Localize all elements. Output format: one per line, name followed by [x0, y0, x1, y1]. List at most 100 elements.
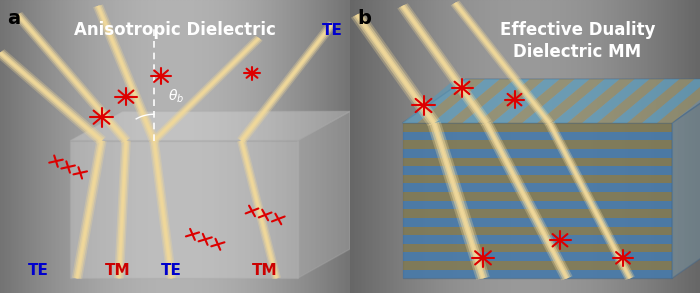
- Bar: [144, 0, 146, 293]
- Bar: [643, 0, 644, 293]
- Bar: [402, 132, 672, 140]
- Bar: [332, 0, 333, 293]
- Bar: [402, 218, 672, 226]
- Polygon shape: [0, 50, 104, 143]
- Bar: [634, 0, 636, 293]
- Polygon shape: [149, 140, 176, 279]
- Bar: [163, 0, 164, 293]
- Bar: [216, 0, 217, 293]
- Bar: [468, 0, 470, 293]
- Bar: [458, 0, 460, 293]
- Polygon shape: [597, 79, 664, 123]
- Bar: [656, 0, 657, 293]
- Bar: [677, 0, 678, 293]
- Bar: [419, 0, 420, 293]
- Bar: [394, 0, 395, 293]
- Bar: [187, 0, 188, 293]
- Bar: [351, 0, 353, 293]
- Bar: [678, 0, 680, 293]
- Bar: [443, 0, 444, 293]
- Bar: [570, 0, 571, 293]
- Bar: [70, 0, 71, 293]
- Bar: [26, 0, 27, 293]
- Bar: [229, 0, 230, 293]
- Bar: [23, 0, 25, 293]
- Bar: [313, 0, 314, 293]
- Bar: [365, 0, 367, 293]
- Bar: [663, 0, 664, 293]
- Bar: [611, 0, 612, 293]
- Bar: [683, 0, 685, 293]
- Bar: [586, 0, 587, 293]
- Bar: [265, 0, 266, 293]
- Bar: [108, 0, 110, 293]
- Bar: [456, 0, 457, 293]
- Bar: [260, 0, 261, 293]
- Bar: [613, 0, 615, 293]
- Bar: [217, 0, 218, 293]
- Bar: [480, 0, 482, 293]
- Bar: [583, 0, 584, 293]
- Bar: [34, 0, 36, 293]
- Bar: [59, 0, 60, 293]
- Bar: [494, 0, 496, 293]
- Polygon shape: [0, 52, 102, 141]
- Bar: [214, 0, 216, 293]
- Bar: [398, 0, 400, 293]
- Bar: [402, 261, 672, 270]
- Bar: [431, 0, 433, 293]
- Bar: [300, 0, 302, 293]
- Bar: [99, 0, 100, 293]
- Bar: [457, 0, 458, 293]
- Bar: [557, 0, 559, 293]
- Polygon shape: [397, 3, 492, 126]
- Bar: [490, 0, 491, 293]
- Bar: [227, 0, 228, 293]
- Bar: [206, 0, 207, 293]
- Bar: [573, 0, 574, 293]
- Bar: [170, 0, 172, 293]
- Text: TE: TE: [28, 263, 49, 278]
- Bar: [414, 0, 416, 293]
- Bar: [386, 0, 387, 293]
- Polygon shape: [447, 79, 515, 123]
- Bar: [159, 0, 160, 293]
- Polygon shape: [431, 122, 486, 279]
- Bar: [406, 0, 407, 293]
- Bar: [543, 0, 545, 293]
- Bar: [337, 0, 339, 293]
- Bar: [484, 0, 486, 293]
- Polygon shape: [153, 38, 260, 141]
- Bar: [8, 0, 10, 293]
- Bar: [402, 149, 672, 158]
- Bar: [87, 0, 88, 293]
- Bar: [537, 0, 538, 293]
- Bar: [153, 0, 154, 293]
- Bar: [393, 0, 394, 293]
- Bar: [610, 0, 611, 293]
- Bar: [358, 0, 360, 293]
- Bar: [158, 0, 159, 293]
- Bar: [48, 0, 50, 293]
- Bar: [140, 0, 141, 293]
- Bar: [564, 0, 566, 293]
- Bar: [257, 0, 258, 293]
- Bar: [312, 0, 313, 293]
- Bar: [424, 0, 426, 293]
- Bar: [132, 0, 133, 293]
- Bar: [608, 0, 610, 293]
- Bar: [360, 0, 361, 293]
- Bar: [180, 0, 181, 293]
- Bar: [550, 0, 552, 293]
- Bar: [344, 0, 346, 293]
- Polygon shape: [477, 79, 545, 123]
- Bar: [146, 0, 147, 293]
- Polygon shape: [612, 79, 680, 123]
- Bar: [368, 0, 369, 293]
- Bar: [590, 0, 592, 293]
- Bar: [607, 0, 608, 293]
- Bar: [652, 0, 653, 293]
- Bar: [427, 0, 428, 293]
- Bar: [579, 0, 580, 293]
- Bar: [106, 0, 107, 293]
